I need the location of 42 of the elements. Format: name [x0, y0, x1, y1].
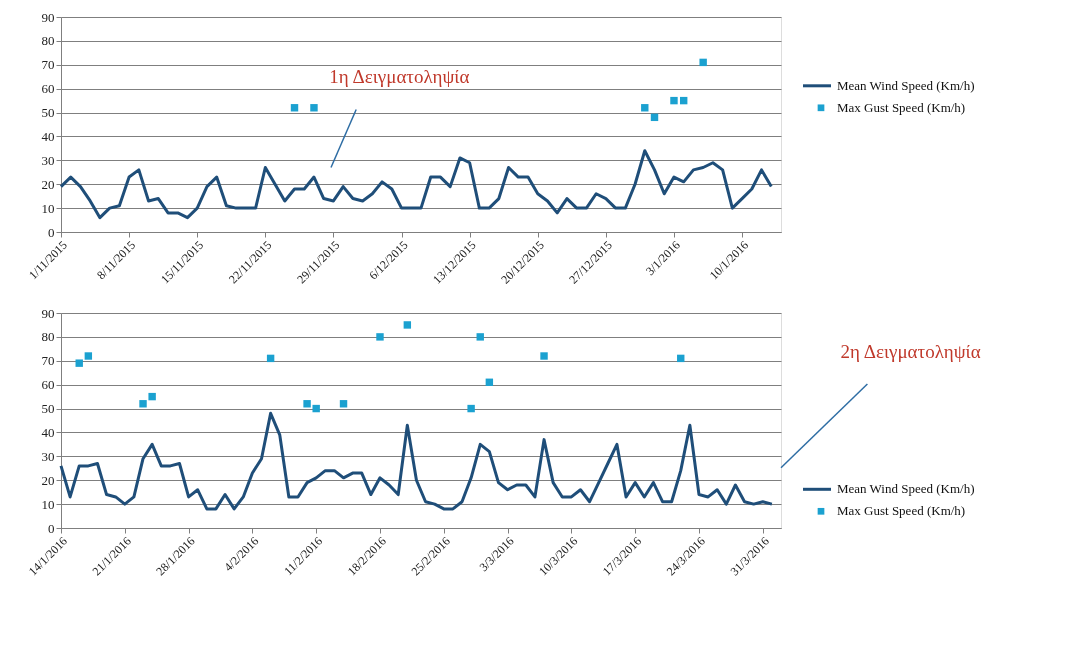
y-tick-label: 40 — [41, 128, 55, 144]
y-tick-label: 60 — [41, 377, 55, 393]
annotation: 1η Δειγματοληψία — [329, 66, 470, 88]
legend-label: Max Gust Speed (Km/h) — [837, 503, 966, 519]
legend-label: Mean Wind Speed (Km/h) — [837, 77, 975, 93]
point — [84, 352, 93, 360]
legend-label: Max Gust Speed (Km/h) — [837, 99, 966, 115]
point — [476, 333, 484, 341]
point — [699, 58, 707, 67]
y-tick-label: 40 — [41, 424, 55, 440]
point — [467, 404, 475, 413]
y-tick-label: 10 — [41, 200, 55, 216]
line-series — [59, 411, 774, 511]
text: 2η Δειγματοληψία — [840, 340, 981, 362]
point — [670, 96, 678, 105]
y-tick-label: 30 — [41, 448, 55, 464]
y-tick-label: 30 — [41, 152, 55, 168]
y-tick-label: 50 — [41, 401, 55, 417]
point — [403, 321, 412, 329]
y-tick-label: 20 — [41, 472, 55, 488]
y-tick-label: 0 — [48, 520, 55, 536]
point — [312, 404, 320, 413]
y-tick-label: 70 — [41, 353, 55, 369]
y-tick-label: 80 — [41, 329, 55, 345]
y-tick-label: 50 — [41, 105, 55, 121]
legend-label: Mean Wind Speed (Km/h) — [837, 481, 975, 497]
y-tick-label: 90 — [41, 305, 55, 321]
y-tick-label: 80 — [41, 33, 55, 49]
y-tick-label: 60 — [41, 81, 55, 97]
line-series — [59, 149, 773, 220]
y-tick-label: 90 — [41, 9, 55, 25]
point — [376, 333, 384, 341]
y-tick-label: 10 — [41, 496, 55, 512]
y-tick-label: 20 — [41, 176, 55, 192]
point — [75, 359, 83, 367]
y-tick-label: 0 — [48, 224, 55, 240]
point — [139, 400, 147, 408]
y-tick-label: 70 — [41, 57, 55, 73]
point — [148, 392, 156, 401]
point — [540, 352, 548, 360]
point — [310, 104, 318, 112]
point — [303, 400, 311, 408]
